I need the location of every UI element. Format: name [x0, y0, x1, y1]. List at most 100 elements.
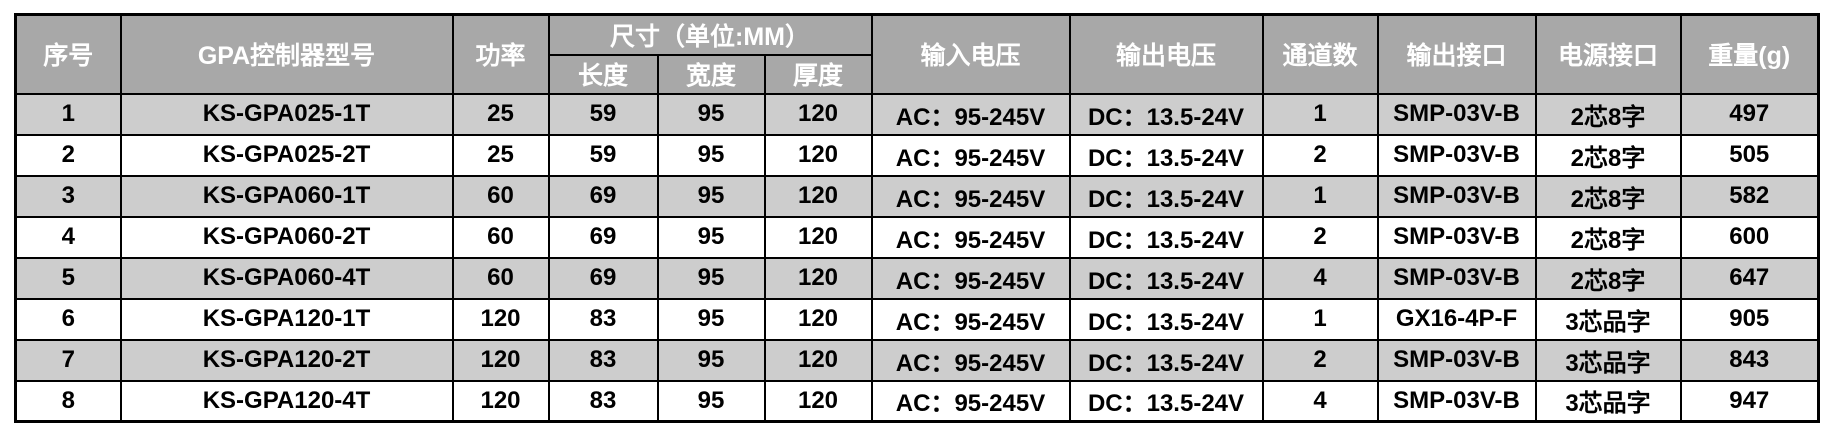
table-cell: 95: [656, 215, 766, 259]
table-cell: 2芯8字: [1534, 174, 1682, 218]
table-cell: 3芯品字: [1534, 379, 1682, 423]
table-cell: KS-GPA060-4T: [119, 256, 454, 300]
table-cell: AC：95-245V: [870, 297, 1071, 341]
column-header-channels: 通道数: [1261, 13, 1379, 95]
table-cell: 4: [1261, 379, 1379, 423]
table-cell: KS-GPA025-1T: [119, 92, 454, 136]
table-cell: 6: [14, 297, 122, 341]
table-header: 序号 GPA控制器型号 功率 尺寸（单位:MM） 输入电压 输出电压 通道数 输…: [14, 13, 1820, 95]
table-cell: 69: [547, 256, 659, 300]
table-cell: 120: [451, 297, 550, 341]
column-header-serial: 序号: [14, 13, 122, 95]
table-cell: KS-GPA120-4T: [119, 379, 454, 423]
table-cell: 2芯8字: [1534, 92, 1682, 136]
column-header-input-voltage: 输入电压: [870, 13, 1071, 95]
table-cell: 582: [1679, 174, 1820, 218]
spec-table-container: 序号 GPA控制器型号 功率 尺寸（单位:MM） 输入电压 输出电压 通道数 输…: [14, 13, 1820, 423]
table-row: 1 KS-GPA025-1T 25 59 95 120 AC：95-245V DC：13.5-…: [14, 92, 1820, 136]
column-header-dimensions-group: 尺寸（单位:MM）: [547, 13, 873, 56]
table-cell: 120: [763, 215, 873, 259]
table-cell: 7: [14, 338, 122, 382]
table-cell: KS-GPA060-1T: [119, 174, 454, 218]
table-cell: 120: [763, 297, 873, 341]
table-cell: AC：95-245V: [870, 379, 1071, 423]
table-cell: 8: [14, 379, 122, 423]
table-cell: 2: [1261, 338, 1379, 382]
table-cell: 69: [547, 215, 659, 259]
table-cell: 3芯品字: [1534, 338, 1682, 382]
table-cell: 120: [763, 379, 873, 423]
table-cell: DC：13.5-24V: [1068, 297, 1264, 341]
column-header-width: 宽度: [656, 53, 766, 95]
table-cell: 95: [656, 297, 766, 341]
gpa-controller-spec-table: 序号 GPA控制器型号 功率 尺寸（单位:MM） 输入电压 输出电压 通道数 输…: [14, 13, 1820, 423]
table-row: 4 KS-GPA060-2T 60 69 95 120 AC：95-245V DC：13.5-…: [14, 215, 1820, 259]
table-cell: 905: [1679, 297, 1820, 341]
table-cell: 60: [451, 256, 550, 300]
table-cell: KS-GPA120-2T: [119, 338, 454, 382]
table-cell: AC：95-245V: [870, 92, 1071, 136]
table-cell: 59: [547, 133, 659, 177]
table-cell: 2芯8字: [1534, 215, 1682, 259]
table-cell: 25: [451, 92, 550, 136]
table-cell: DC：13.5-24V: [1068, 338, 1264, 382]
table-cell: DC：13.5-24V: [1068, 92, 1264, 136]
table-cell: SMP-03V-B: [1376, 256, 1537, 300]
table-cell: 59: [547, 92, 659, 136]
table-row: 6 KS-GPA120-1T 120 83 95 120 AC：95-245V DC：13.5…: [14, 297, 1820, 341]
table-cell: SMP-03V-B: [1376, 133, 1537, 177]
table-cell: SMP-03V-B: [1376, 379, 1537, 423]
table-cell: 120: [763, 92, 873, 136]
table-cell: 120: [763, 338, 873, 382]
table-cell: KS-GPA025-2T: [119, 133, 454, 177]
table-cell: SMP-03V-B: [1376, 92, 1537, 136]
column-header-power: 功率: [451, 13, 550, 95]
table-cell: 3芯品字: [1534, 297, 1682, 341]
table-cell: DC：13.5-24V: [1068, 379, 1264, 423]
table-cell: 1: [1261, 174, 1379, 218]
table-cell: 1: [1261, 297, 1379, 341]
table-cell: 2: [1261, 215, 1379, 259]
table-cell: KS-GPA060-2T: [119, 215, 454, 259]
table-cell: DC：13.5-24V: [1068, 215, 1264, 259]
table-cell: 947: [1679, 379, 1820, 423]
table-cell: AC：95-245V: [870, 133, 1071, 177]
table-cell: 3: [14, 174, 122, 218]
table-cell: 60: [451, 174, 550, 218]
table-cell: 25: [451, 133, 550, 177]
table-cell: AC：95-245V: [870, 174, 1071, 218]
table-cell: 2芯8字: [1534, 256, 1682, 300]
table-cell: 5: [14, 256, 122, 300]
table-cell: 4: [1261, 256, 1379, 300]
table-cell: SMP-03V-B: [1376, 174, 1537, 218]
table-cell: 83: [547, 297, 659, 341]
table-cell: 2: [1261, 133, 1379, 177]
table-cell: GX16-4P-F: [1376, 297, 1537, 341]
table-cell: DC：13.5-24V: [1068, 133, 1264, 177]
table-cell: AC：95-245V: [870, 215, 1071, 259]
table-cell: 600: [1679, 215, 1820, 259]
column-header-weight: 重量(g): [1679, 13, 1820, 95]
column-header-length: 长度: [547, 53, 659, 95]
table-cell: 505: [1679, 133, 1820, 177]
table-cell: 95: [656, 92, 766, 136]
table-cell: 2芯8字: [1534, 133, 1682, 177]
table-body: 1 KS-GPA025-1T 25 59 95 120 AC：95-245V DC：13.5-…: [14, 92, 1820, 423]
table-cell: 69: [547, 174, 659, 218]
table-cell: KS-GPA120-1T: [119, 297, 454, 341]
table-row: 3 KS-GPA060-1T 60 69 95 120 AC：95-245V DC：13.5-…: [14, 174, 1820, 218]
column-header-power-interface: 电源接口: [1534, 13, 1682, 95]
table-cell: 83: [547, 338, 659, 382]
column-header-model: GPA控制器型号: [119, 13, 454, 95]
table-cell: 2: [14, 133, 122, 177]
table-cell: 4: [14, 215, 122, 259]
table-cell: DC：13.5-24V: [1068, 174, 1264, 218]
table-cell: 1: [14, 92, 122, 136]
table-cell: 95: [656, 256, 766, 300]
table-cell: 95: [656, 338, 766, 382]
table-cell: 120: [451, 379, 550, 423]
table-cell: 1: [1261, 92, 1379, 136]
table-cell: 95: [656, 133, 766, 177]
table-cell: AC：95-245V: [870, 338, 1071, 382]
table-cell: SMP-03V-B: [1376, 215, 1537, 259]
